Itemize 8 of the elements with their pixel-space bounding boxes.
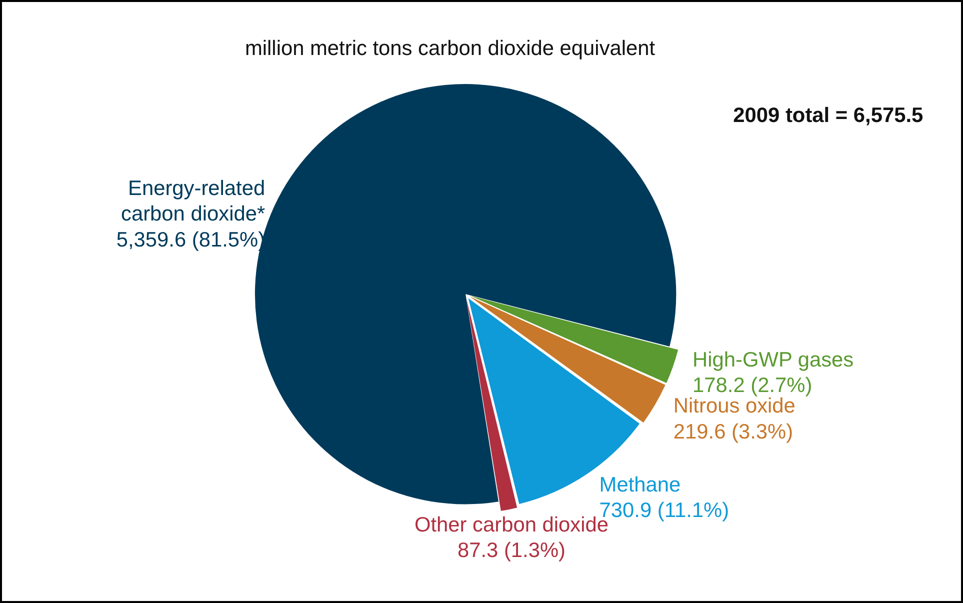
chart-title: million metric tons carbon dioxide equivalent	[244, 37, 656, 60]
slice-label: Energy-related carbon dioxide*	[121, 176, 266, 226]
data-label: 219.6 (3.3%)	[673, 420, 794, 444]
slice-label: Methane	[599, 473, 681, 496]
data-label: 87.3 (1.3%)	[457, 539, 566, 562]
data-label: 178.2 (2.7%)	[692, 374, 812, 398]
slice-label: High-GWP gases	[692, 348, 854, 372]
text: 2009 total = 6,575.5	[733, 104, 924, 127]
